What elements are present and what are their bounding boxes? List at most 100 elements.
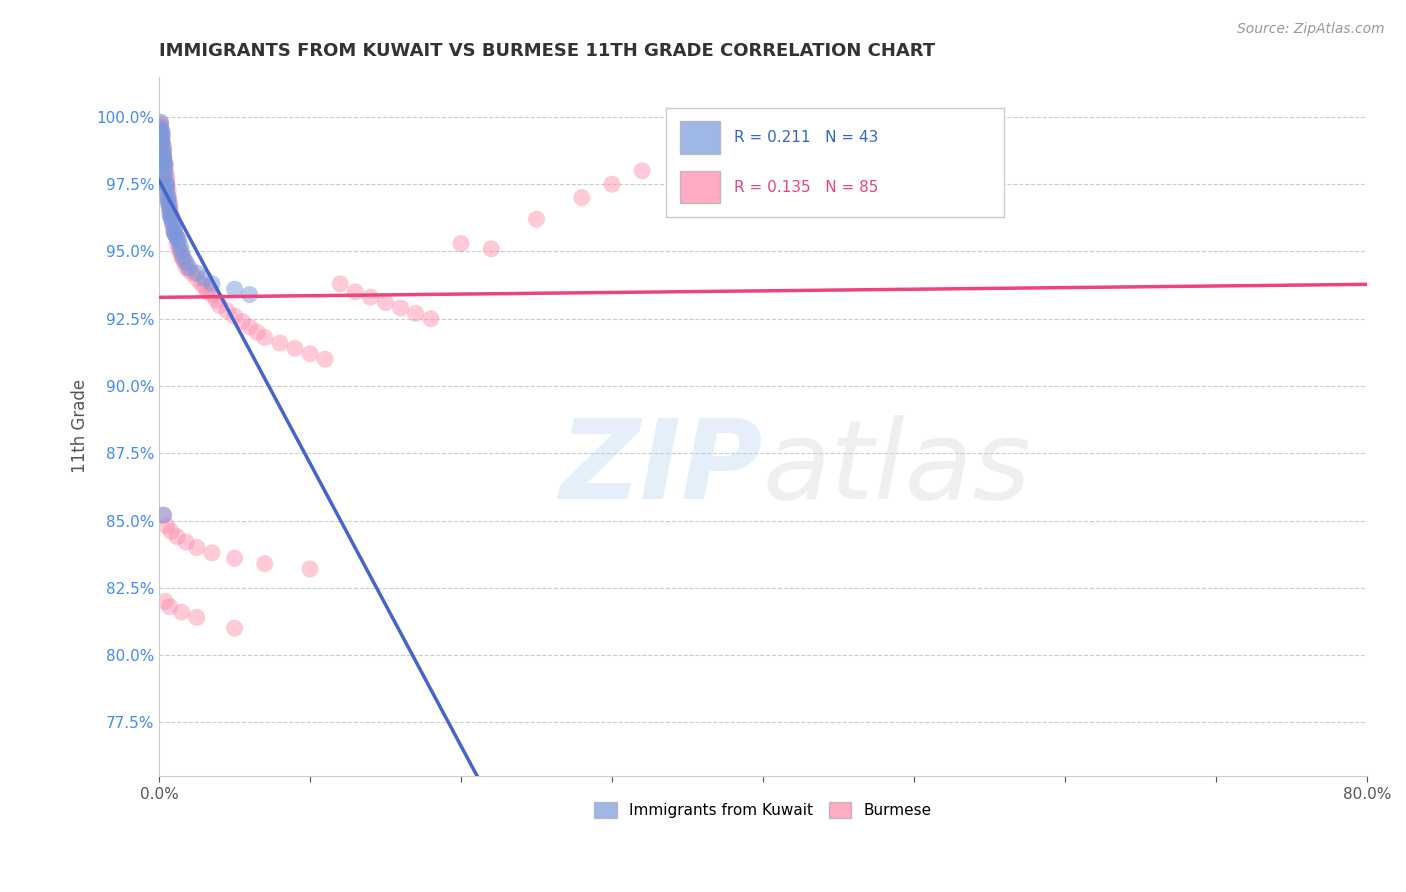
Point: [174, 535, 197, 549]
Point: [170, 250, 193, 264]
Point: [314, 352, 336, 367]
Point: [193, 271, 215, 285]
Point: [239, 287, 262, 301]
Point: [224, 282, 246, 296]
Point: [169, 244, 191, 259]
Point: [224, 309, 246, 323]
Point: [157, 183, 180, 197]
Point: [160, 212, 183, 227]
Point: [150, 126, 173, 140]
Legend: Immigrants from Kuwait, Burmese: Immigrants from Kuwait, Burmese: [588, 797, 938, 824]
Point: [152, 147, 174, 161]
Point: [155, 169, 177, 183]
Point: [152, 150, 174, 164]
Point: [159, 207, 181, 221]
Point: [153, 155, 176, 169]
Point: [174, 260, 197, 275]
Point: [166, 236, 188, 251]
Point: [152, 150, 174, 164]
Point: [179, 260, 201, 275]
Point: [153, 158, 176, 172]
Point: [163, 223, 186, 237]
Point: [631, 163, 654, 178]
Point: [155, 175, 177, 189]
Point: [160, 207, 183, 221]
Point: [405, 306, 427, 320]
Point: [150, 123, 173, 137]
Point: [153, 594, 176, 608]
Point: [153, 169, 176, 183]
Y-axis label: 11th Grade: 11th Grade: [72, 379, 89, 474]
Point: [160, 210, 183, 224]
Point: [155, 519, 177, 533]
Point: [159, 202, 181, 216]
Point: [163, 226, 186, 240]
Point: [150, 136, 173, 151]
Point: [152, 153, 174, 167]
Point: [479, 242, 502, 256]
Point: [150, 134, 173, 148]
Point: [389, 301, 412, 315]
Point: [253, 330, 276, 344]
Point: [600, 178, 623, 192]
Point: [149, 123, 172, 137]
Point: [159, 196, 181, 211]
Point: [166, 231, 188, 245]
Point: [571, 191, 593, 205]
Point: [190, 277, 212, 291]
Point: [526, 212, 548, 227]
Point: [246, 325, 269, 339]
Point: [149, 115, 172, 129]
Point: [152, 139, 174, 153]
Text: IMMIGRANTS FROM KUWAIT VS BURMESE 11TH GRADE CORRELATION CHART: IMMIGRANTS FROM KUWAIT VS BURMESE 11TH G…: [159, 42, 935, 60]
Point: [269, 335, 291, 350]
Point: [153, 163, 176, 178]
Point: [359, 290, 381, 304]
Point: [152, 508, 174, 523]
Point: [195, 285, 218, 299]
Point: [167, 242, 190, 256]
Point: [201, 287, 224, 301]
Point: [157, 194, 180, 208]
Point: [152, 142, 174, 156]
Point: [153, 158, 176, 172]
Point: [159, 202, 181, 216]
Point: [153, 163, 176, 178]
Point: [298, 347, 321, 361]
Point: [150, 128, 173, 143]
Point: [150, 136, 173, 151]
Point: [165, 228, 187, 243]
Point: [165, 228, 187, 243]
Point: [193, 279, 215, 293]
Point: [201, 546, 224, 560]
Point: [186, 271, 208, 285]
Point: [186, 541, 208, 555]
Point: [162, 212, 184, 227]
Point: [374, 295, 396, 310]
Point: [150, 134, 173, 148]
Point: [224, 621, 246, 635]
Point: [153, 175, 176, 189]
Point: [162, 218, 184, 232]
Point: [201, 277, 224, 291]
Point: [205, 293, 228, 307]
Point: [152, 508, 174, 523]
Point: [150, 128, 173, 143]
Point: [163, 226, 186, 240]
Point: [186, 610, 208, 624]
Text: ZIP: ZIP: [560, 415, 763, 522]
Point: [149, 115, 172, 129]
Point: [284, 342, 307, 356]
Point: [155, 178, 177, 192]
Point: [231, 314, 253, 328]
Point: [169, 239, 191, 253]
Point: [159, 199, 181, 213]
Point: [170, 244, 193, 259]
Point: [253, 557, 276, 571]
Point: [149, 120, 172, 135]
Point: [166, 530, 188, 544]
Point: [344, 285, 367, 299]
Point: [186, 266, 208, 280]
Point: [155, 180, 177, 194]
Point: [160, 210, 183, 224]
